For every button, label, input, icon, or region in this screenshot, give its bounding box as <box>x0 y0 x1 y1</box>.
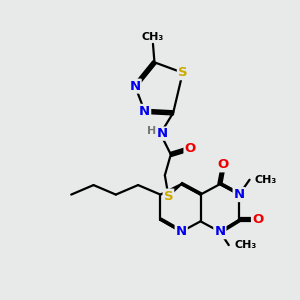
Text: CH₃: CH₃ <box>234 240 256 250</box>
Text: CH₃: CH₃ <box>142 32 164 42</box>
Text: CH₃: CH₃ <box>255 175 277 185</box>
Text: N: N <box>234 188 245 201</box>
Text: N: N <box>176 225 187 238</box>
Text: S: S <box>178 66 188 79</box>
Text: N: N <box>139 105 150 118</box>
Text: O: O <box>184 142 196 155</box>
Text: N: N <box>130 80 141 93</box>
Text: O: O <box>252 213 263 226</box>
Text: O: O <box>218 158 229 171</box>
Text: S: S <box>164 190 173 202</box>
Text: N: N <box>156 127 167 140</box>
Text: H: H <box>148 126 157 136</box>
Text: N: N <box>214 225 225 238</box>
